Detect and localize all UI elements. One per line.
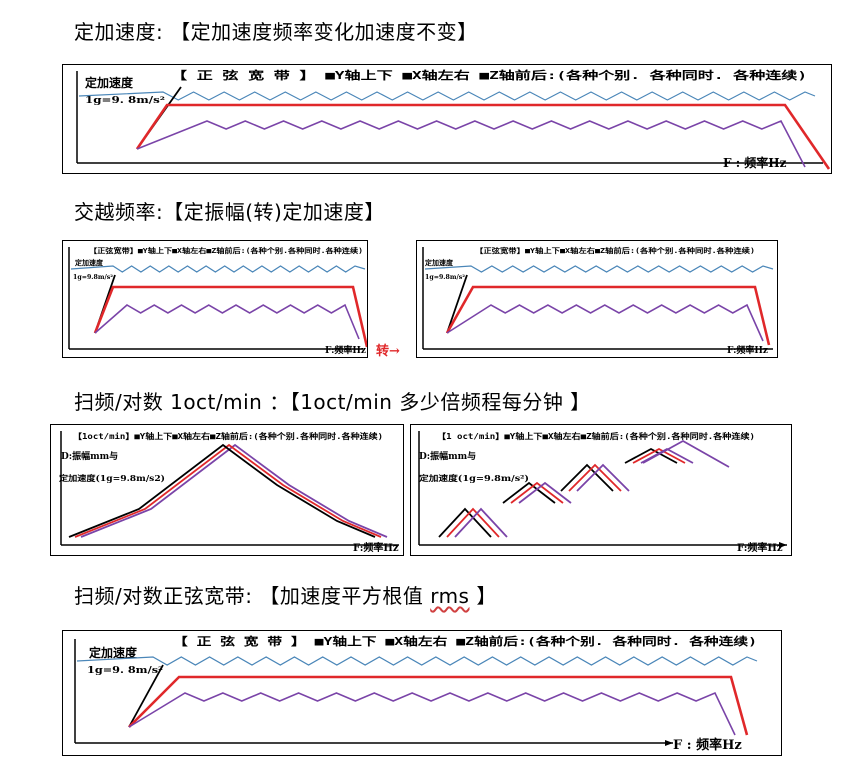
x-axis-label: F : 频率Hz	[673, 737, 742, 753]
blue-curve	[76, 656, 758, 666]
purple-curve	[128, 691, 736, 736]
x-axis-label: F:频率Hz	[737, 541, 783, 554]
panel-title: 【 正 弦 宽 带 】 ■Y轴上下 ■X轴左右 ■Z轴前后:(各种个别. 各种同…	[173, 634, 757, 648]
purple-step-peak-2	[518, 481, 572, 504]
red-step-peak-2	[510, 481, 564, 504]
red-step-peak-4	[632, 447, 686, 464]
y-axis-unit-label: 1g=9. 8m/s²	[87, 666, 163, 676]
panel-crossover-right: 【正弦宽带】■Y轴上下■X轴左右■Z轴前后:(各种个别.各种同时.各种连续) 定加…	[416, 240, 778, 358]
red-step-peak-1	[446, 507, 500, 538]
y-axis-label: 定加速度	[425, 258, 454, 267]
x-axis-arrow	[665, 740, 673, 746]
panel-sweep-log-peak: 【1oct/min】■Y轴上下■X轴左右■Z轴前后:(各种个别.各种同时.各种连…	[50, 424, 404, 556]
panel-sine-wideband-rms: 【 正 弦 宽 带 】 ■Y轴上下 ■X轴左右 ■Z轴前后:(各种个别. 各种同…	[62, 630, 782, 756]
red-curve	[445, 285, 771, 346]
red-curve	[93, 285, 367, 348]
black-ramp-line	[128, 664, 164, 728]
y-axis-label: 定加速度	[75, 258, 104, 267]
x-axis-arrow	[779, 542, 787, 548]
black-step-peak-2	[502, 481, 556, 504]
y-axis-unit-label: 1g=9. 8m/s²	[85, 96, 165, 106]
heading-constant-acceleration: 定加速度: 【定加速度频率变化加速度不变】	[74, 20, 478, 44]
sweep-steps-diagram: 【1 oct/min】■Y轴上下■X轴左右■Z轴前后:(各种个别.各种同时.各种…	[418, 431, 787, 554]
x-axis-label: F:频率Hz	[727, 344, 768, 356]
red-curve	[128, 675, 749, 736]
black-step-peak-4	[624, 447, 678, 464]
y-axis-unit-label: 1g=9.8m/s²	[425, 274, 465, 281]
purple-curve	[94, 303, 360, 340]
heading-crossover-frequency: 交越频率:【定振幅(转)定加速度】	[74, 200, 385, 224]
heading-sweep-log-sine-wideband: 扫频/对数正弦宽带: 【加速度平方根值 rms 】	[74, 580, 497, 609]
y-axis-label: D:振幅mm与	[61, 450, 118, 462]
panel-title: 【正弦宽带】■Y轴上下■X轴左右■Z轴前后:(各种个别.各种同时.各种连续)	[89, 246, 363, 255]
x-axis-label: F:频率Hz	[353, 541, 399, 554]
panel-title: 【 正 弦 宽 带 】 ■Y轴上下 ■X轴左右 ■Z轴前后:(各种个别. 各种同…	[171, 68, 807, 82]
blue-curve	[424, 265, 774, 273]
panel-crossover-left: 【正弦宽带】■Y轴上下■X轴左右■Z轴前后:(各种个别.各种同时.各种连续) 定加…	[62, 240, 368, 358]
heading-main-text: 扫频/对数正弦宽带: 【加速度平方根值	[74, 584, 431, 608]
panel-title: 【1oct/min】■Y轴上下■X轴左右■Z轴前后:(各种个别.各种同时.各种连…	[73, 431, 383, 441]
wideband-diagram: 【 正 弦 宽 带 】 ■Y轴上下 ■X轴左右 ■Z轴前后:(各种个别. 各种同…	[74, 634, 758, 753]
blue-curve	[78, 91, 816, 101]
y-axis-label: 定加速度	[85, 75, 134, 90]
wideband-diagram: 【正弦宽带】■Y轴上下■X轴左右■Z轴前后:(各种个别.各种同时.各种连续) 定加…	[68, 246, 367, 356]
wideband-diagram: 【 正 弦 宽 带 】 ■Y轴上下 ■X轴左右 ■Z轴前后:(各种个别. 各种同…	[76, 68, 831, 170]
heading-sweep-log-oct: 扫频/对数 1oct/min ：【1oct/min 多少倍频程每分钟 】	[74, 390, 591, 414]
red-step-peak-3	[568, 463, 622, 492]
x-axis-label: F:频率Hz	[325, 344, 366, 356]
y-axis-unit-label: 1g=9.8m/s²	[73, 274, 113, 281]
panel-sweep-log-steps: 【1 oct/min】■Y轴上下■X轴左右■Z轴前后:(各种个别.各种同时.各种…	[410, 424, 792, 556]
purple-curve	[136, 119, 806, 168]
purple-step-peak-1	[454, 507, 508, 538]
purple-step-peak-3	[576, 463, 630, 492]
purple-step-peak-tail	[642, 439, 730, 468]
black-step-peak-1	[438, 507, 492, 538]
black-sweep-curve	[68, 443, 376, 538]
blue-curve	[70, 265, 366, 273]
sweep-peak-diagram: 【1oct/min】■Y轴上下■X轴左右■Z轴前后:(各种个别.各种同时.各种连…	[58, 431, 399, 554]
transfer-arrow-label: 转→	[376, 344, 400, 359]
purple-curve	[446, 303, 764, 342]
red-sweep-curve	[74, 443, 382, 538]
y-axis-unit-label: 定加速度(1g=9.8m/s²)	[418, 473, 529, 483]
heading-end-text: 】	[469, 584, 497, 608]
red-curve	[135, 103, 831, 170]
panel-constant-acceleration: 【 正 弦 宽 带 】 ■Y轴上下 ■X轴左右 ■Z轴前后:(各种个别. 各种同…	[62, 64, 832, 174]
wideband-diagram: 【正弦宽带】■Y轴上下■X轴左右■Z轴前后:(各种个别.各种同时.各种连续) 定加…	[422, 246, 774, 356]
panel-title: 【1 oct/min】■Y轴上下■X轴左右■Z轴前后:(各种个别.各种同时.各种…	[437, 431, 755, 441]
panel-title: 【正弦宽带】■Y轴上下■X轴左右■Z轴前后:(各种个别.各种同时.各种连续)	[475, 246, 755, 255]
black-ramp-line	[446, 274, 468, 334]
y-axis-label: D:振幅mm与	[419, 450, 476, 462]
y-axis-unit-label: 定加速度(1g=9.8m/s2)	[58, 473, 165, 483]
y-axis-label: 定加速度	[89, 645, 138, 660]
black-step-peak-3	[560, 463, 614, 492]
heading-rms-text: rms	[430, 584, 470, 608]
purple-sweep-curve	[80, 443, 388, 538]
